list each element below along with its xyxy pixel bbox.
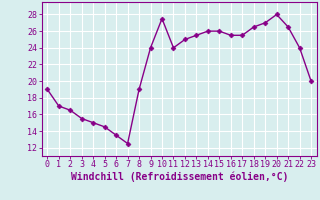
X-axis label: Windchill (Refroidissement éolien,°C): Windchill (Refroidissement éolien,°C) (70, 172, 288, 182)
